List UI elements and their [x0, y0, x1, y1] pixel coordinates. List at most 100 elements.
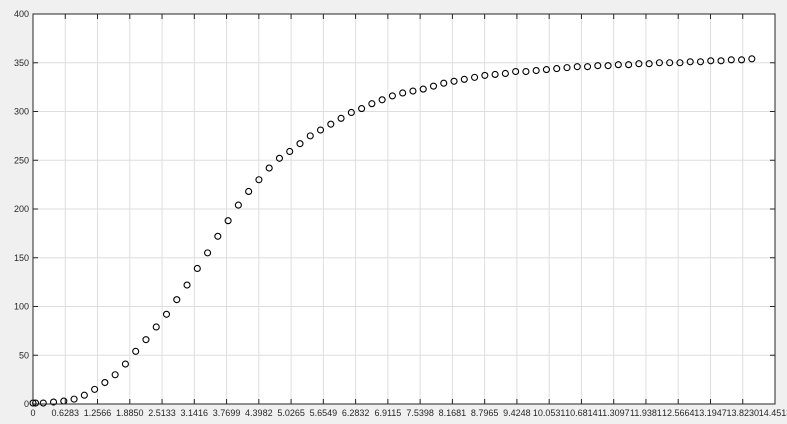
- data-point: [316, 126, 325, 134]
- x-tick-label: 8.1681: [439, 408, 467, 418]
- data-point: [553, 65, 561, 73]
- y-tick-label: 0: [24, 399, 29, 409]
- x-tick-label: 9.4248: [503, 408, 531, 418]
- data-point: [429, 82, 438, 90]
- data-point: [368, 100, 376, 108]
- data-point: [327, 120, 335, 128]
- y-tick-label: 50: [19, 350, 29, 360]
- x-tick-label: 0.6283: [51, 408, 79, 418]
- data-point: [727, 56, 735, 64]
- y-tick-label: 100: [14, 302, 29, 312]
- data-point: [409, 87, 417, 95]
- data-point: [501, 69, 509, 78]
- x-tick-label: 2.5133: [148, 408, 176, 418]
- data-point: [614, 61, 622, 69]
- x-tick-label: 13.1947: [694, 408, 727, 418]
- data-point: [245, 187, 253, 195]
- data-point: [594, 62, 602, 70]
- x-tick-label: 11.3097: [598, 408, 630, 418]
- data-point: [686, 58, 694, 66]
- y-tick-label: 200: [14, 204, 29, 214]
- data-point: [707, 57, 715, 65]
- data-point: [265, 164, 273, 172]
- data-point: [358, 105, 366, 113]
- x-tick-label: 3.7699: [213, 408, 241, 418]
- data-point: [347, 108, 355, 117]
- data-point: [286, 147, 294, 156]
- data-point: [481, 71, 489, 79]
- data-point: [214, 232, 222, 240]
- data-point: [296, 140, 304, 148]
- data-point: [440, 79, 448, 87]
- x-tick-label: 5.6549: [310, 408, 338, 418]
- data-point: [101, 378, 109, 387]
- grid: [33, 14, 775, 404]
- data-point: [573, 63, 581, 71]
- data-point: [183, 281, 191, 289]
- data-point: [522, 67, 530, 76]
- data-point: [39, 399, 47, 407]
- x-tick-label: 4.3982: [245, 408, 273, 418]
- x-tick-label: 10.0531: [533, 408, 566, 418]
- data-point: [162, 310, 171, 318]
- data-point: [121, 360, 129, 368]
- data-point: [204, 249, 212, 257]
- y-tick-label: 350: [14, 58, 29, 68]
- y-axis-tick-labels: 0 50 100 150 200 250 300 350 400: [14, 9, 29, 409]
- data-point: [337, 114, 345, 122]
- data-point: [748, 55, 756, 63]
- data-point: [655, 59, 663, 67]
- data-point: [49, 398, 58, 406]
- data-point: [512, 67, 520, 76]
- data-point: [388, 92, 396, 100]
- data-point: [696, 58, 705, 66]
- data-point: [419, 85, 427, 93]
- data-point: [173, 296, 181, 304]
- x-tick-label: 1.2566: [84, 408, 112, 418]
- data-point: [275, 154, 284, 162]
- data-point: [132, 347, 140, 355]
- data-point: [738, 56, 746, 64]
- data-point: [306, 132, 314, 140]
- x-tick-label: 6.2832: [342, 408, 370, 418]
- x-tick-label: 12.5664: [662, 408, 695, 418]
- data-point: [542, 66, 550, 74]
- y-tick-label: 150: [14, 253, 29, 263]
- x-tick-label: 7.5398: [406, 408, 434, 418]
- data-point: [717, 57, 725, 65]
- data-point: [193, 264, 201, 273]
- x-tick-label: 13.8230: [726, 408, 759, 418]
- data-point: [399, 89, 407, 97]
- x-tick-label: 5.0265: [277, 408, 305, 418]
- y-tick-label: 300: [14, 107, 29, 117]
- data-point: [460, 75, 468, 83]
- data-point: [532, 67, 540, 75]
- x-tick-label: 11.9381: [630, 408, 662, 418]
- x-axis-tick-labels: 0 0.6283 1.2566 1.8850 2.5133 3.1416 3.7699 4.3…: [30, 408, 787, 418]
- y-tick-label: 250: [14, 155, 29, 165]
- data-point: [450, 77, 458, 85]
- data-point: [234, 201, 242, 209]
- x-tick-label: 3.1416: [181, 408, 209, 418]
- x-tick-label: 1.8850: [116, 408, 144, 418]
- data-point: [563, 64, 571, 72]
- data-point: [471, 73, 479, 81]
- x-tick-label: 8.7965: [471, 408, 499, 418]
- data-point: [80, 391, 88, 399]
- data-point: [635, 60, 643, 68]
- data-point: [152, 323, 160, 331]
- data-point: [111, 371, 119, 379]
- data-point: [255, 176, 263, 184]
- x-tick-label: 6.9115: [374, 408, 401, 418]
- data-point: [666, 59, 674, 67]
- data-point: [491, 70, 499, 78]
- x-tick-label: 0: [30, 408, 35, 418]
- data-point: [224, 217, 232, 225]
- x-tick-label: 14.4513: [759, 408, 787, 418]
- data-series: [29, 55, 756, 407]
- y-tick-label: 400: [14, 9, 29, 19]
- data-point: [378, 96, 386, 104]
- data-point: [604, 62, 612, 70]
- data-point: [645, 60, 653, 68]
